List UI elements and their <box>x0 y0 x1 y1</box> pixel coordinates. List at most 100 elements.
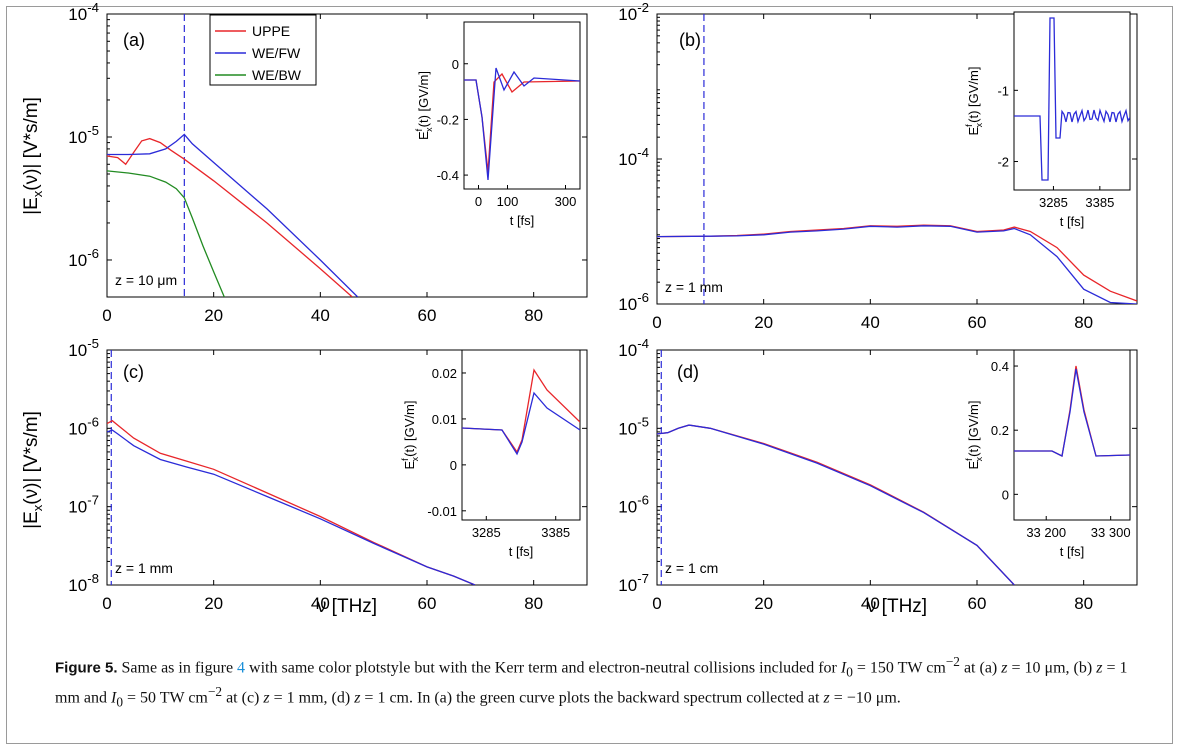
x-tick-label: 80 <box>524 594 543 613</box>
chart-panel: 0 20 40 60 80 10-6 10-4 10-2 (b) z = 1 mm 3285 3385… <box>618 0 1138 332</box>
caption-text: at (a) <box>959 659 1002 677</box>
caption-symbol: I <box>111 688 117 706</box>
y-tick-label: 10-4 <box>618 336 649 360</box>
y-tick-label: 10-7 <box>68 493 99 517</box>
x-tick-label: 40 <box>861 313 880 332</box>
plot-frame <box>106 13 588 298</box>
inset-x-tick-label: 3285 <box>1039 195 1068 210</box>
series-line-we-fw <box>657 424 1015 585</box>
z-annotation: z = 10 μm <box>115 272 177 288</box>
y-tick-label: 10-5 <box>618 414 649 438</box>
x-tick-label: 20 <box>204 306 223 325</box>
figure-caption: Figure 5. Same as in figure 4 with same … <box>55 652 1145 711</box>
x-axis-label: ν [THz] <box>867 596 927 617</box>
y-tick-label: 10-2 <box>618 0 649 24</box>
series-line-we-fw <box>657 225 1137 304</box>
y-tick-label: 10-4 <box>68 0 99 24</box>
inset-waveform <box>1014 17 1130 181</box>
y-axis-label: |Ex(ν)| [V*s/m] <box>21 97 45 215</box>
caption-subscript: 0 <box>846 664 853 680</box>
caption-text: = 1 cm. In (a) the green curve plots the… <box>360 688 824 706</box>
z-annotation: z = 1 cm <box>665 560 718 576</box>
caption-text: = −10 μm. <box>829 688 901 706</box>
plot-frame <box>106 349 588 586</box>
inset-y-label: Efx(t) [GV/m] <box>414 71 434 140</box>
x-tick-label: 60 <box>968 313 987 332</box>
inset-frame <box>1013 11 1131 191</box>
x-axis-label: ν [THz] <box>317 596 377 617</box>
caption-symbol: z <box>354 688 361 706</box>
inset-y-label: Efx(t) [GV/m] <box>964 66 984 135</box>
inset-y-tick-label: 0 <box>450 458 457 473</box>
inset-frame <box>461 349 581 521</box>
inset-y-tick-label: -2 <box>997 155 1009 170</box>
y-tick-label: 10-5 <box>68 336 99 360</box>
series-line-uppe <box>107 137 353 297</box>
x-tick-label: 0 <box>102 594 111 613</box>
inset-x-tick-label: 3285 <box>472 525 501 540</box>
inset-x-tick-label: 3385 <box>541 525 570 540</box>
caption-symbol: z <box>1096 659 1103 677</box>
chart-panel: 0 20 40 60 80 10-6 10-5 10-4 (a) z = 10 μm 0 100 300… <box>68 0 588 325</box>
inset-y-label: Efx(t) [GV/m] <box>964 400 984 469</box>
inset-frame <box>463 21 581 190</box>
x-tick-label: 0 <box>652 594 661 613</box>
caption-symbol: I <box>840 659 847 677</box>
legend: UPPE WE/FW WE/BW <box>209 14 317 86</box>
y-tick-label: 10-6 <box>68 246 99 270</box>
inset-x-tick-label: 100 <box>497 194 519 209</box>
x-tick-label: 80 <box>1074 313 1093 332</box>
inset-waveform <box>462 391 580 456</box>
series-line-we-fw <box>107 133 359 297</box>
inset-y-label: Efx(t) [GV/m] <box>400 400 420 469</box>
x-tick-label: 20 <box>754 313 773 332</box>
legend-entry: WE/BW <box>252 67 302 83</box>
inset-plot: 3285 3385 -1 -2 t [fs] Efx(t) [GV/m] <box>964 11 1131 229</box>
y-tick-label: 10-8 <box>68 571 99 595</box>
caption-text: with same color plotstyle but with the K… <box>245 659 841 677</box>
x-tick-label: 40 <box>311 594 330 613</box>
caption-subscript: 0 <box>116 694 123 710</box>
x-tick-label: 60 <box>968 594 987 613</box>
x-tick-label: 40 <box>861 594 880 613</box>
panel-label: (c) <box>123 362 144 382</box>
inset-x-label: t [fs] <box>1060 214 1085 229</box>
y-tick-label: 10-5 <box>68 123 99 147</box>
figure-frame <box>6 6 1173 744</box>
inset-waveform <box>1014 368 1130 457</box>
inset-y-tick-label: -0.2 <box>437 112 459 127</box>
y-axis-label: |Ex(ν)| [V*s/m] <box>21 411 45 529</box>
inset-y-tick-label: 0 <box>452 57 459 72</box>
x-tick-label: 40 <box>311 306 330 325</box>
inset-x-label: t [fs] <box>509 544 534 559</box>
x-tick-label: 20 <box>754 594 773 613</box>
inset-frame <box>1013 349 1131 521</box>
y-tick-label: 10-6 <box>68 414 99 438</box>
x-tick-label: 0 <box>652 313 661 332</box>
inset-x-tick-label: 3385 <box>1085 195 1114 210</box>
inset-plot: 33 200 33 300 0.4 0.2 0 t [fs] Efx(t) [GV/m] <box>964 349 1131 559</box>
z-annotation: z = 1 mm <box>665 279 723 295</box>
y-tick-label: 10-6 <box>618 493 649 517</box>
plot-frame <box>656 349 1138 586</box>
caption-superscript: −2 <box>945 654 960 669</box>
inset-y-tick-label: 0.01 <box>432 412 457 427</box>
x-tick-label: 60 <box>418 306 437 325</box>
y-tick-label: 10-7 <box>618 571 649 595</box>
x-tick-label: 0 <box>102 306 111 325</box>
x-tick-label: 60 <box>418 594 437 613</box>
inset-plot: 3285 3385 0.02 0.01 0 -0.01 t [fs] Efx(t) [GV/m… <box>400 349 581 559</box>
caption-text: Same as in figure <box>117 659 238 677</box>
caption-symbol: z <box>1001 659 1008 677</box>
x-tick-label: 80 <box>524 306 543 325</box>
inset-y-tick-label: 0.02 <box>432 366 457 381</box>
inset-waveform <box>464 67 580 181</box>
figure-reference-link[interactable]: 4 <box>237 659 246 677</box>
inset-y-tick-label: -0.4 <box>437 168 459 183</box>
caption-superscript: −2 <box>207 683 223 699</box>
panel-label: (d) <box>677 362 699 382</box>
inset-plot: 0 100 300 0 -0.2 -0.4 t [fs] Efx(t) [GV/m] <box>414 21 581 228</box>
caption-text: = 50 TW cm <box>123 688 208 706</box>
chart-panel: 0 20 40 60 80 10-8 10-7 10-6 10-5 (c) z = 1 mm 3285… <box>68 336 588 613</box>
inset-y-tick-label: -1 <box>997 83 1009 98</box>
